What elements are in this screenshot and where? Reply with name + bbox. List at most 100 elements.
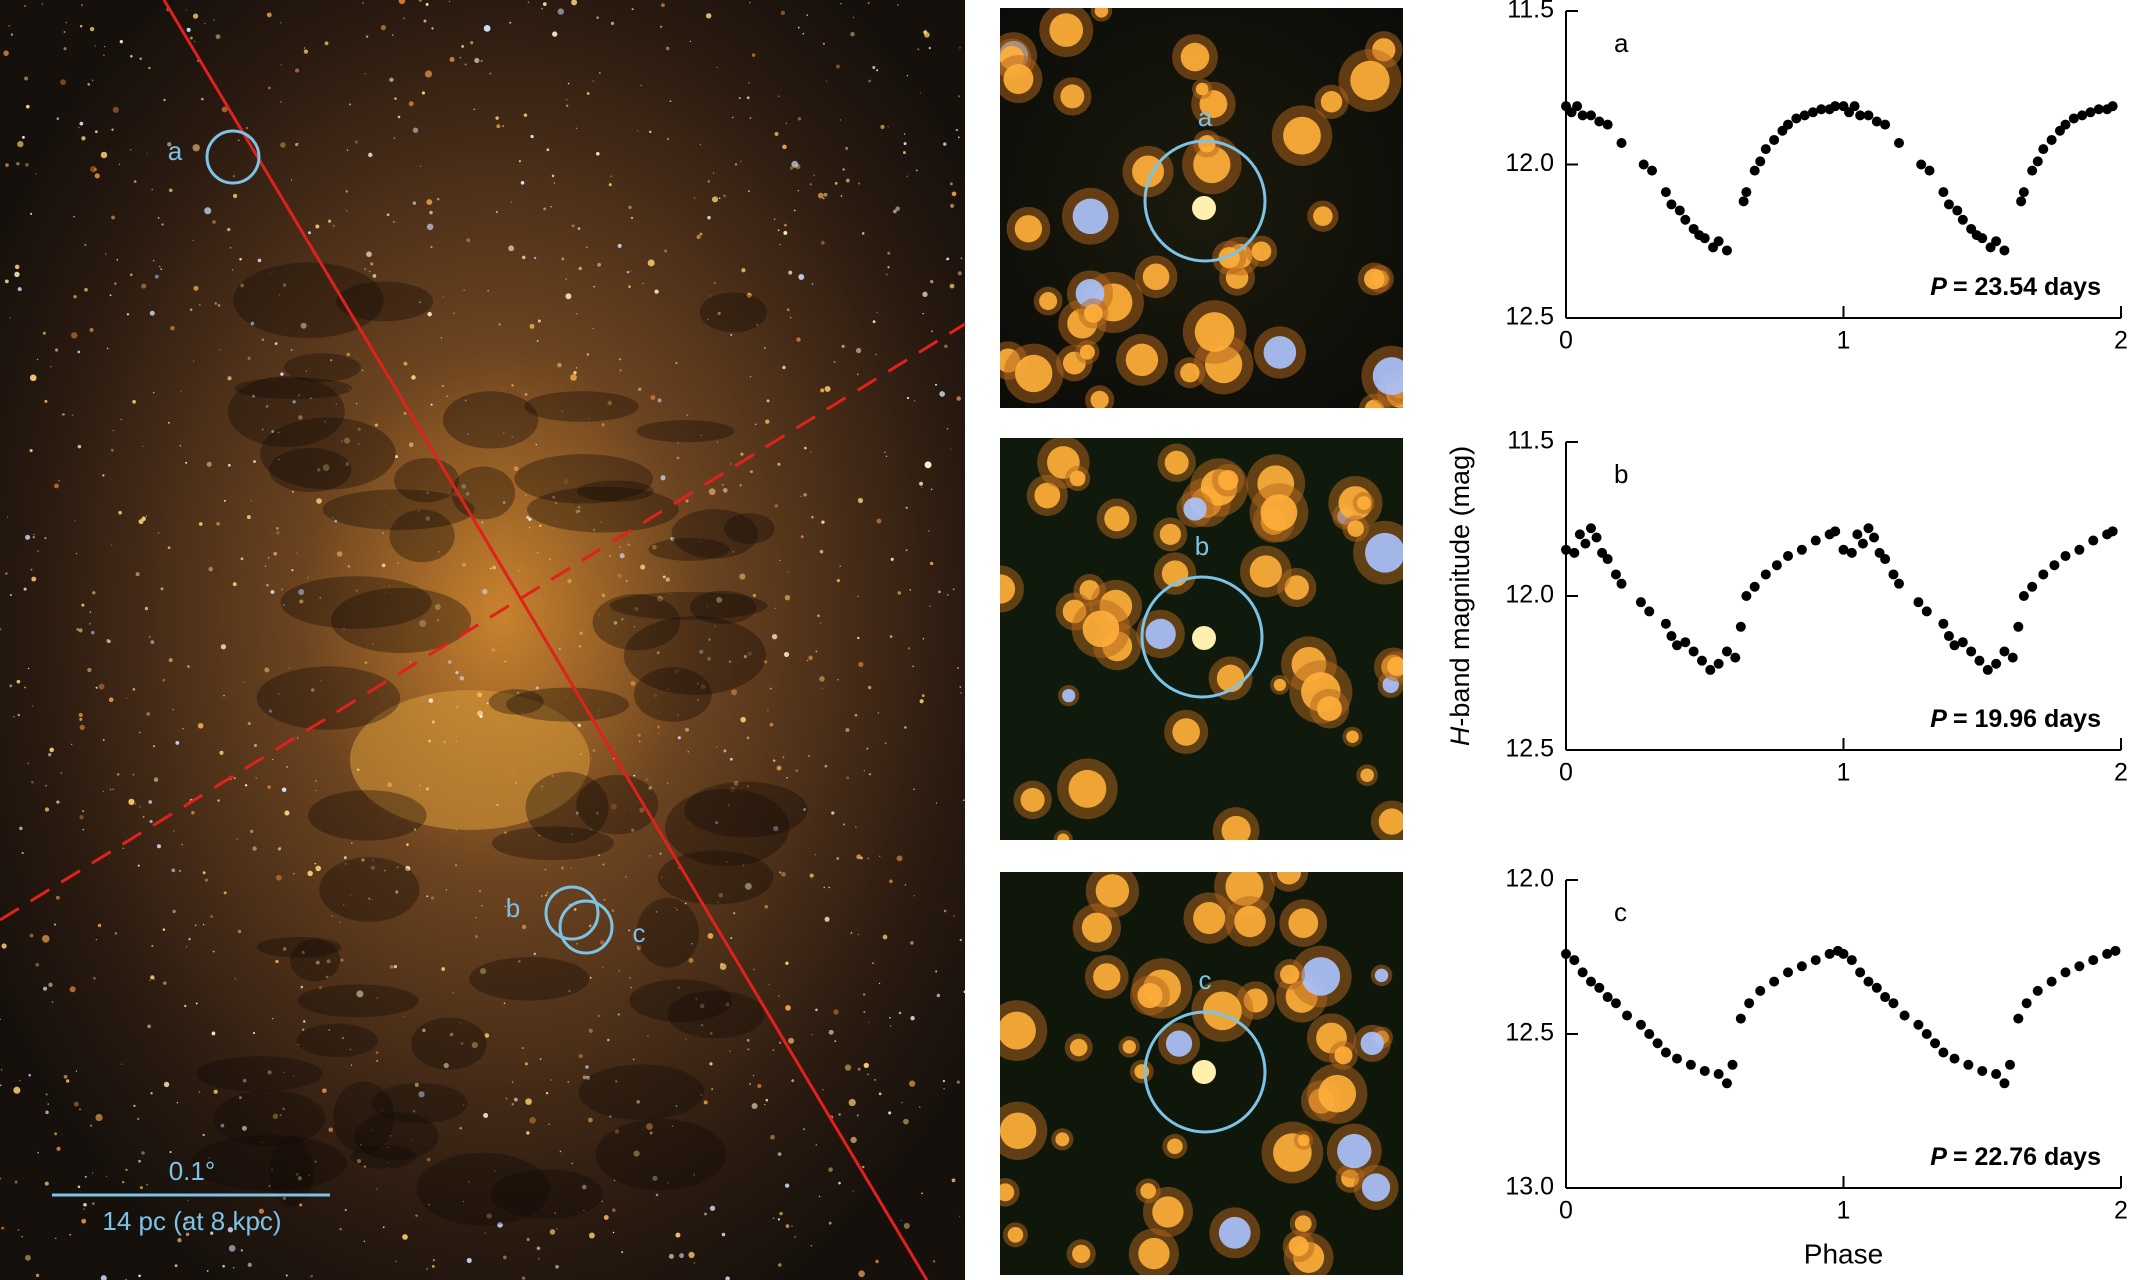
star xyxy=(76,628,79,631)
data-point xyxy=(2107,101,2118,112)
star xyxy=(657,711,660,714)
star xyxy=(867,1073,869,1076)
data-point xyxy=(1871,116,1882,127)
star xyxy=(135,572,140,577)
star xyxy=(684,902,687,905)
star xyxy=(90,166,97,173)
star xyxy=(255,777,257,779)
star xyxy=(279,1114,282,1117)
star xyxy=(839,119,842,121)
star xyxy=(298,394,301,397)
star xyxy=(904,884,907,886)
star xyxy=(428,1203,431,1206)
star xyxy=(878,982,881,985)
star xyxy=(912,665,915,668)
data-point xyxy=(1771,560,1782,571)
data-point xyxy=(1924,165,1935,176)
star xyxy=(81,136,86,141)
star xyxy=(764,1103,766,1106)
star xyxy=(467,433,469,435)
star xyxy=(430,896,435,900)
star xyxy=(494,1170,497,1172)
star xyxy=(141,1151,145,1155)
zoom-panel xyxy=(1000,8,1403,408)
dashed-line xyxy=(0,322,966,922)
dust-lane xyxy=(191,1134,347,1191)
star xyxy=(793,1235,797,1238)
star xyxy=(137,864,140,867)
star xyxy=(495,210,498,213)
star xyxy=(779,243,781,246)
star xyxy=(399,479,402,481)
star xyxy=(630,986,633,989)
star xyxy=(707,318,709,321)
star xyxy=(543,207,547,211)
star xyxy=(781,871,786,877)
target-circle xyxy=(544,885,600,941)
star xyxy=(841,344,845,348)
zoom-panels xyxy=(1000,8,1403,1275)
data-point xyxy=(1888,569,1899,580)
star xyxy=(179,870,181,872)
star xyxy=(909,1080,916,1087)
star xyxy=(412,127,419,133)
star xyxy=(945,259,947,261)
zoom-star xyxy=(1337,1133,1372,1169)
zoom-star xyxy=(1350,60,1390,101)
star xyxy=(122,1181,125,1184)
star xyxy=(14,1180,18,1184)
data-point xyxy=(1830,101,1841,112)
star xyxy=(223,891,227,895)
data-point xyxy=(1696,655,1707,666)
star xyxy=(885,273,888,276)
star xyxy=(280,372,284,376)
dust-lane xyxy=(724,513,775,544)
star xyxy=(561,257,565,261)
star xyxy=(699,232,703,236)
star xyxy=(396,866,399,869)
star xyxy=(614,1129,620,1134)
star xyxy=(35,962,40,967)
star xyxy=(764,904,768,909)
star xyxy=(192,239,194,242)
data-point xyxy=(2016,196,2027,207)
star xyxy=(700,1093,703,1097)
star xyxy=(298,588,305,596)
dust-lane xyxy=(648,538,730,561)
star xyxy=(791,1079,795,1083)
star xyxy=(856,1114,859,1117)
star xyxy=(321,1088,327,1094)
star xyxy=(210,915,214,919)
star xyxy=(174,1264,178,1268)
star xyxy=(350,1064,353,1066)
y-tick-label: 11.5 xyxy=(1507,0,1554,24)
star xyxy=(662,575,666,579)
star xyxy=(16,679,21,684)
star xyxy=(455,740,457,742)
star xyxy=(283,604,285,607)
star xyxy=(361,858,365,862)
star xyxy=(504,660,506,663)
x-tick-label: 0 xyxy=(1559,1197,1573,1225)
star xyxy=(479,890,481,893)
star xyxy=(261,428,264,431)
star xyxy=(481,904,483,907)
star xyxy=(474,57,480,64)
star xyxy=(709,1205,716,1211)
star xyxy=(291,569,294,572)
star xyxy=(272,1113,279,1119)
dust-lane xyxy=(689,590,757,624)
zoom-star xyxy=(1152,1196,1184,1228)
star xyxy=(538,599,541,601)
star xyxy=(398,0,406,5)
star xyxy=(833,1009,839,1015)
star xyxy=(328,1029,331,1031)
star xyxy=(700,684,706,690)
star xyxy=(327,219,332,223)
star xyxy=(356,402,358,405)
star xyxy=(339,921,342,923)
star xyxy=(257,258,262,263)
star xyxy=(141,1218,144,1221)
star xyxy=(815,1008,818,1012)
star xyxy=(633,1150,640,1157)
